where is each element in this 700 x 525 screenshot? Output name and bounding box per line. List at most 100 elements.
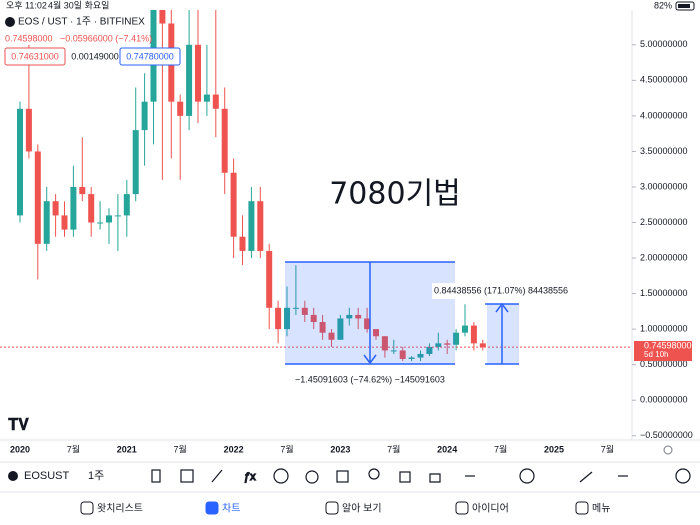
x-tick-label: 2023 (330, 444, 350, 454)
y-tick-label: −0.50000000 (640, 430, 693, 440)
candle-body (106, 215, 112, 223)
candle-body (248, 201, 255, 251)
candle-body (61, 215, 68, 230)
x-tick-label: 2025 (544, 444, 564, 454)
candle-body (310, 314, 317, 323)
y-tick-label: 4.00000000 (640, 110, 688, 120)
candle-body (319, 322, 326, 333)
candle-body (426, 346, 433, 354)
candle-body (453, 332, 460, 345)
candle-body (337, 318, 344, 340)
y-tick-label: 1.50000000 (640, 288, 688, 298)
nav-icon[interactable] (575, 501, 589, 515)
nav-label[interactable]: 메뉴 (592, 503, 610, 515)
price-axis: 5.00000000 4.50000000 4.00000000 3.50000000… (632, 39, 693, 440)
candle-body (417, 354, 424, 358)
countdown: 5d 10h (644, 350, 668, 359)
y-tick-label: 3.00000000 (640, 181, 688, 191)
buy-box[interactable] (119, 47, 181, 66)
candle-body (70, 186, 77, 230)
y-tick-label: 3.50000000 (640, 146, 688, 156)
x-tick-label: 7월 (601, 443, 614, 454)
candle-body (266, 250, 273, 308)
nav-label[interactable]: 차트 (222, 503, 240, 515)
candle-body (355, 314, 362, 319)
candle-body (373, 329, 379, 337)
symbol-icon (5, 17, 15, 27)
battery-fill (678, 4, 690, 8)
candle-body (17, 108, 23, 216)
candle-body (159, 10, 166, 24)
measure-box (487, 304, 519, 364)
nav-icon[interactable] (205, 501, 219, 515)
nav-icon[interactable] (325, 501, 339, 515)
plot (0, 10, 632, 362)
candle-body (408, 357, 415, 359)
candle-body (79, 186, 86, 195)
bid: 0.74631000 (11, 51, 59, 61)
x-tick-label: 7월 (174, 443, 187, 454)
y-tick-label: 5.00000000 (640, 39, 688, 49)
candle-body (470, 325, 477, 344)
candle-body (328, 332, 335, 340)
candle-body (239, 236, 246, 251)
candle-body (195, 44, 201, 102)
toolbar-icons[interactable]: ƒx (151, 468, 691, 484)
status-time: 오후 11:02 (6, 0, 47, 10)
spread: 0.00149000 (71, 51, 119, 61)
y-tick-label: 0.50000000 (640, 359, 688, 369)
time-axis: 2020 7월 2021 7월 2022 7월 2023 7월 2024 7월 2025 7월 (10, 443, 614, 454)
nav-icon[interactable] (455, 501, 469, 515)
price-tag-value: 0.74598000 (644, 340, 692, 350)
x-tick-label: 2021 (117, 444, 137, 454)
settings-icon[interactable] (663, 445, 673, 455)
candle-body (97, 222, 104, 224)
candle-body (186, 44, 193, 116)
toolbar-symbol[interactable]: EOSUST (24, 470, 70, 482)
tv-logo: 𝐓𝐕 (8, 417, 29, 434)
candle-body (462, 325, 468, 333)
candle-body (435, 343, 442, 347)
ask: 0.74780000 (126, 51, 174, 61)
status-date: 4월 30일 화요일 (48, 0, 109, 10)
candle-body (381, 336, 388, 351)
candle-body (43, 201, 50, 244)
nav-icon[interactable] (80, 501, 94, 515)
y-tick-label: 2.00000000 (640, 252, 688, 262)
candle-body (34, 151, 41, 244)
x-tick-label: 7월 (280, 443, 293, 454)
candle-body (346, 314, 353, 319)
candle-body (25, 108, 32, 152)
x-tick-label: 7월 (67, 443, 80, 454)
toolbar-interval[interactable]: 1주 (88, 470, 104, 482)
price-change: −0.05966000 (−7.41%) (60, 33, 152, 43)
candle-body (292, 307, 299, 309)
nav-label[interactable]: 왓치리스트 (97, 503, 143, 515)
bottom-nav: 왓치리스트 차트 알아 보기 아이디어 메뉴 (80, 501, 610, 515)
candle-body (444, 343, 451, 345)
x-tick-label: 7월 (387, 443, 400, 454)
candle-body (399, 350, 406, 359)
candle-body (114, 215, 121, 217)
candle-body (132, 130, 139, 195)
candle-body (479, 343, 486, 348)
y-tick-label: 1.00000000 (640, 323, 688, 333)
candle-body (212, 94, 219, 109)
candle-body (364, 318, 371, 330)
measure-label-bg (432, 283, 570, 299)
candle-body (88, 194, 95, 223)
arrow-head (495, 302, 509, 313)
svg-text:ƒx: ƒx (244, 471, 256, 483)
candle-body (390, 350, 397, 352)
measure-label: −1.45091603 (−74.62%) −145091603 (295, 374, 445, 384)
x-tick-label: 7월 (494, 443, 507, 454)
sell-box[interactable] (4, 47, 66, 66)
symbol-line[interactable]: EOS / UST · 1주 · BITFINEX (18, 17, 145, 28)
symbol-icon (8, 471, 18, 481)
arrow-head (363, 354, 377, 365)
handwriting: 7080기법 (329, 177, 461, 212)
y-tick-label: 2.50000000 (640, 217, 688, 227)
nav-label[interactable]: 알아 보기 (342, 503, 382, 515)
nav-label[interactable]: 아이디어 (472, 503, 509, 515)
